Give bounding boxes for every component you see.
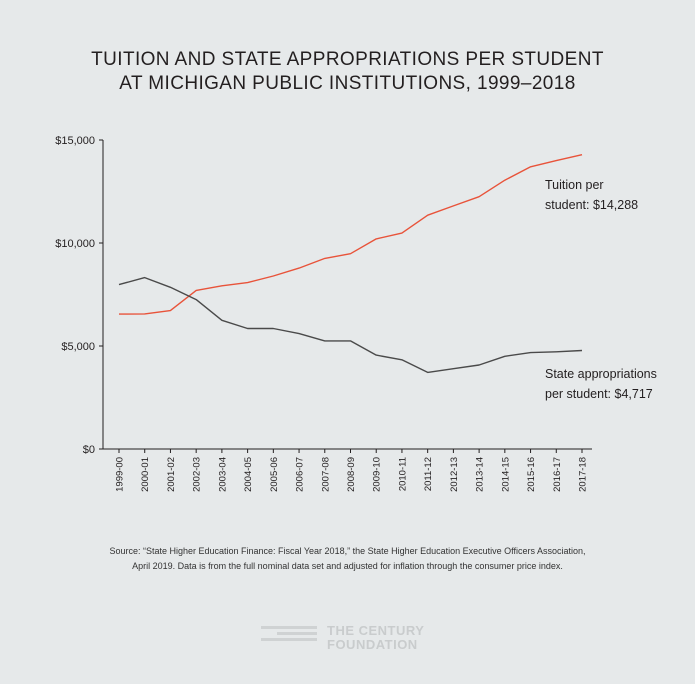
x-tick-label: 2013-14 — [475, 457, 486, 492]
chart-title-line-1: TUITION AND STATE APPROPRIATIONS PER STU… — [91, 49, 604, 70]
y-tick-label: $5,000 — [61, 341, 95, 353]
y-tick-label: $10,000 — [55, 238, 95, 250]
appropriations-series-line — [118, 276, 583, 374]
x-tick-label: 2010-11 — [397, 457, 408, 491]
x-tick-label: 2011-12 — [423, 457, 434, 491]
x-tick-label: 2003-04 — [217, 457, 228, 492]
appropriations-series-label: per student: $4,717 — [545, 387, 653, 401]
tuition-series-label: Tuition per — [545, 178, 604, 192]
line-chart: $0 $5,000 $10,000 $15,000 1999-00 2000-01 2001… — [55, 135, 657, 492]
x-tick-label: 2004-05 — [243, 457, 254, 492]
x-tick-label: 2001-02 — [166, 457, 177, 492]
x-tick-label: 1999-00 — [115, 457, 126, 492]
x-tick-label: 2000-01 — [140, 457, 151, 492]
source-note: Source: “State Higher Education Finance:… — [60, 544, 635, 574]
x-tick-label: 2015-16 — [526, 457, 537, 492]
x-tick-label: 2007-08 — [320, 457, 331, 492]
x-tick-label: 2014-15 — [500, 457, 511, 492]
century-foundation-logo: THE CENTURY FOUNDATION — [261, 624, 461, 654]
tuition-series-label: student: $14,288 — [545, 198, 638, 212]
x-tick-label: 2005-06 — [269, 457, 280, 492]
x-tick-label: 2008-09 — [346, 457, 357, 492]
appropriations-series-label: State appropriations — [545, 367, 657, 381]
source-line-2: April 2019. Data is from the full nomina… — [132, 561, 563, 571]
y-tick-label: $0 — [83, 444, 95, 456]
x-tick-label: 2016-17 — [552, 457, 563, 492]
x-tick-label: 2002-03 — [192, 457, 203, 492]
x-tick-label: 2012-13 — [449, 457, 460, 492]
chart-title: TUITION AND STATE APPROPRIATIONS PER STU… — [0, 48, 695, 96]
logo-mark-icon — [261, 626, 317, 644]
logo-text-line-1: THE CENTURY — [327, 623, 425, 638]
logo-text: THE CENTURY FOUNDATION — [327, 624, 424, 652]
logo-text-line-2: FOUNDATION — [327, 637, 418, 652]
x-tick-label: 2017-18 — [578, 457, 589, 492]
source-line-1: Source: “State Higher Education Finance:… — [109, 546, 586, 556]
y-tick-label: $15,000 — [55, 135, 95, 147]
x-tick-label: 2009-10 — [372, 457, 383, 492]
tuition-series-line — [118, 154, 583, 315]
chart-title-line-2: AT MICHIGAN PUBLIC INSTITUTIONS, 1999–20… — [119, 73, 576, 94]
x-tick-label: 2006-07 — [295, 457, 306, 492]
